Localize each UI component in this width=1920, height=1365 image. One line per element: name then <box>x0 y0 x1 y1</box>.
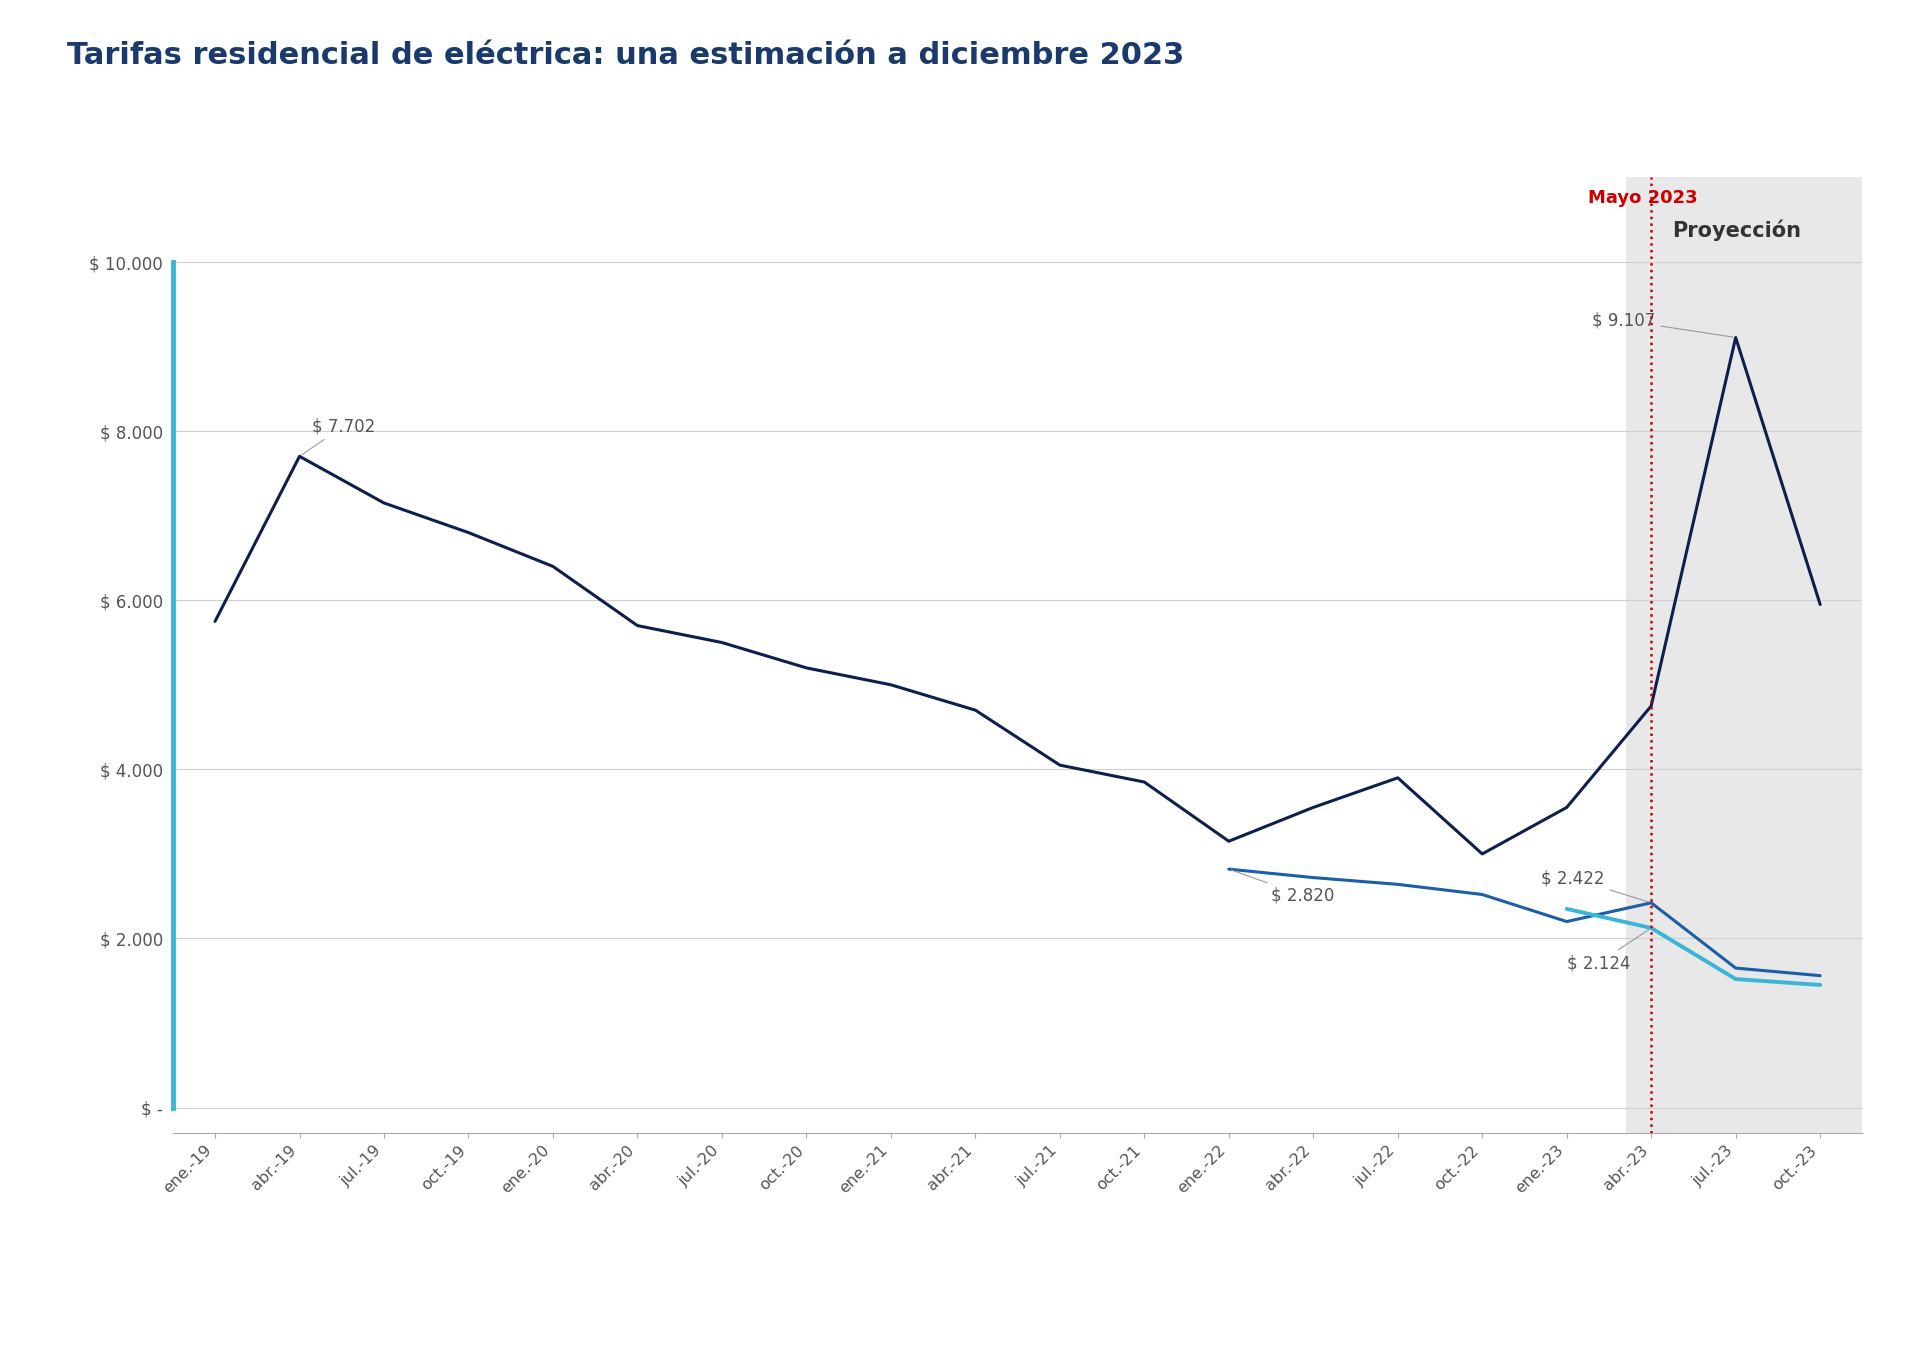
Text: $ 2.820: $ 2.820 <box>1231 870 1334 905</box>
Text: $ 9.107: $ 9.107 <box>1592 311 1734 337</box>
Text: $ 2.422: $ 2.422 <box>1542 870 1649 902</box>
Text: $ 7.702: $ 7.702 <box>301 418 376 455</box>
Text: Proyección: Proyección <box>1672 220 1801 242</box>
Text: Tarifas residencial de eléctrica: una estimación a diciembre 2023: Tarifas residencial de eléctrica: una es… <box>67 41 1185 70</box>
Bar <box>1626 177 1862 1133</box>
Text: $ 2.124: $ 2.124 <box>1567 930 1649 972</box>
Text: Mayo 2023: Mayo 2023 <box>1588 188 1697 207</box>
